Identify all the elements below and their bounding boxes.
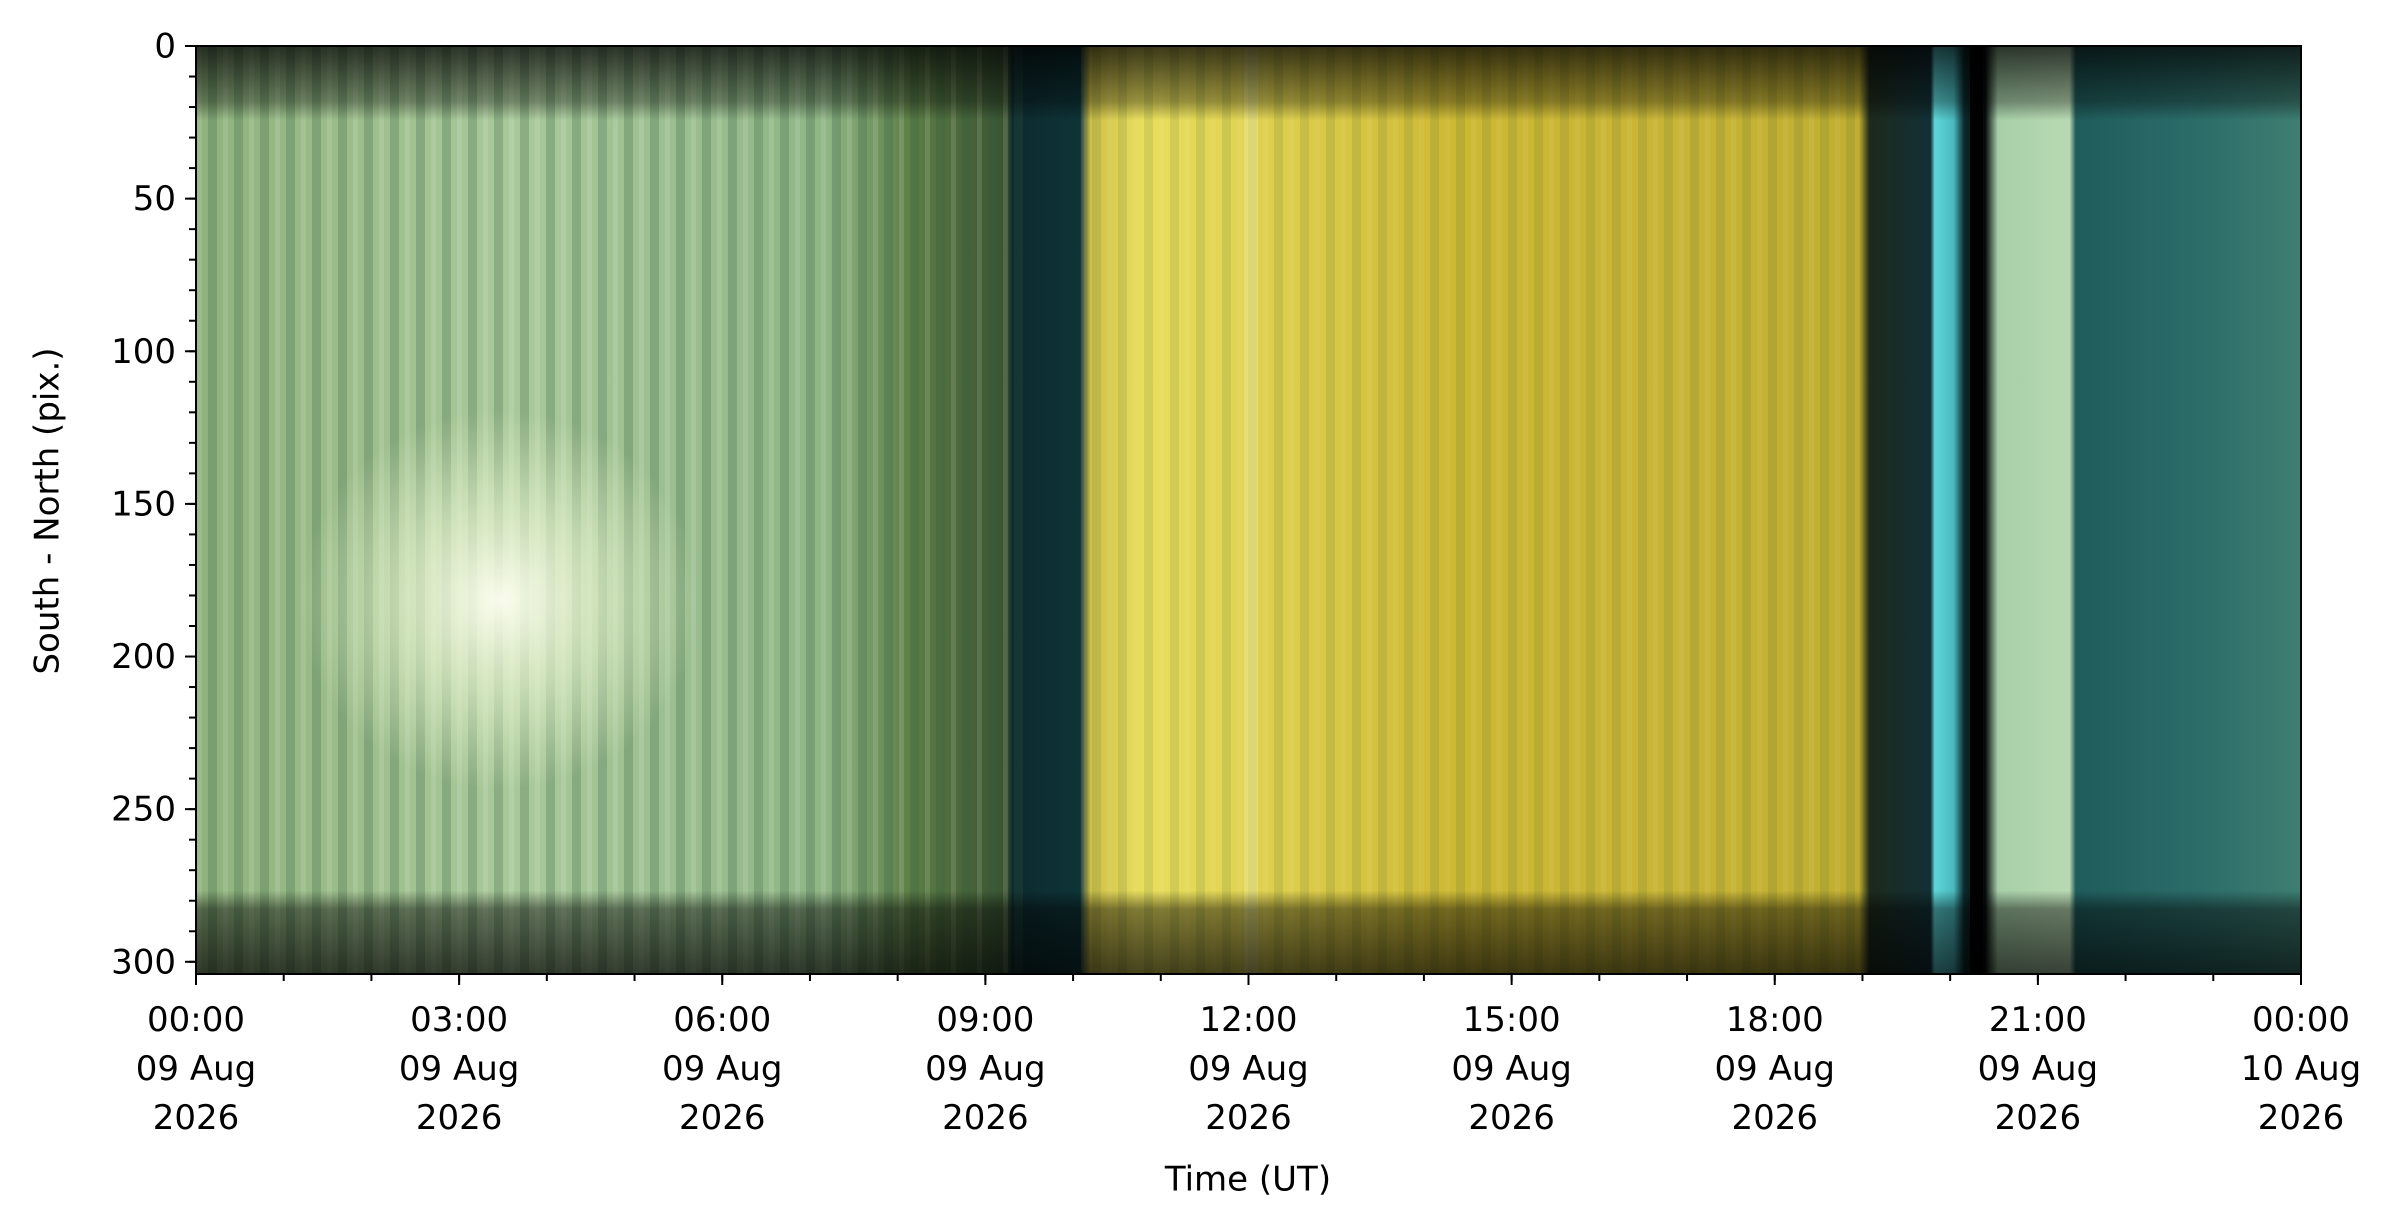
y-tick-label: 250 [111,790,176,830]
y-tick-label: 0 [154,27,176,67]
y-tick-label: 100 [111,332,176,372]
x-tick-label: 09:00 09 Aug 2026 [925,1000,1046,1138]
x-tick-label: 21:00 09 Aug 2026 [1977,1000,2099,1138]
y-tick-label: 200 [111,637,176,677]
y-tick-label: 150 [111,484,176,524]
y-tick-label: 300 [111,942,176,982]
x-tick-label: 06:00 09 Aug 2026 [662,1000,783,1138]
y-tick-label: 50 [133,179,176,219]
keogram-image [196,46,2301,974]
x-tick-label: 00:00 10 Aug 2026 [2240,1000,2362,1138]
x-tick-label: 15:00 09 Aug 2026 [1451,1000,1572,1138]
x-tick-label: 12:00 09 Aug 2026 [1188,1000,1309,1138]
x-axis-label: Time (UT) [1164,1160,1331,1200]
x-tick-label: 00:00 09 Aug 2026 [135,1000,257,1138]
x-tick-label: 18:00 09 Aug 2026 [1714,1000,1835,1138]
y-axis-label: South - North (pix.) [28,347,68,674]
x-tick-label: 03:00 09 Aug 2026 [398,1000,520,1138]
